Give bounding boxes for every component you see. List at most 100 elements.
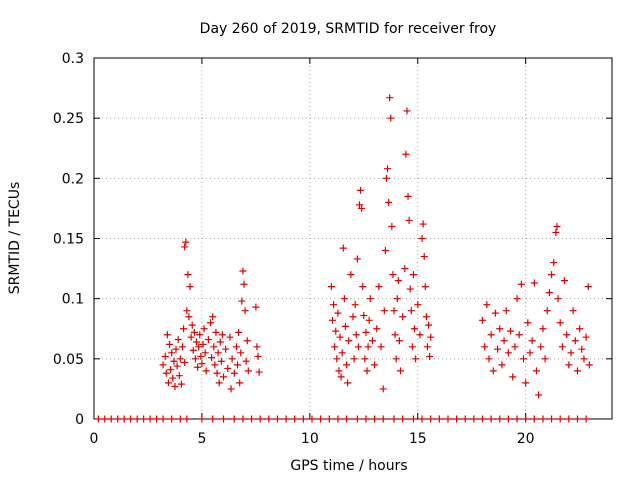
data-point: [176, 415, 184, 423]
data-point: [403, 107, 411, 115]
y-tick-label: 0.1: [62, 292, 84, 308]
data-point: [418, 235, 426, 242]
data-point: [185, 313, 193, 321]
data-point: [340, 295, 348, 303]
data-point: [334, 309, 342, 317]
data-point: [507, 327, 515, 335]
data-point: [395, 337, 403, 345]
data-point: [385, 198, 393, 206]
data-point: [191, 355, 199, 363]
data-point: [483, 301, 491, 309]
data-point: [389, 271, 397, 279]
data-point: [273, 415, 281, 423]
x-tick-label: 20: [517, 431, 535, 447]
data-point: [362, 328, 370, 336]
data-point: [186, 283, 194, 291]
data-point: [582, 333, 590, 341]
data-point: [461, 415, 469, 423]
data-point: [522, 379, 530, 387]
data-point: [241, 307, 249, 315]
data-point: [573, 415, 581, 423]
data-point: [200, 325, 208, 333]
data-point: [198, 415, 206, 423]
data-point: [491, 309, 499, 317]
data-point: [193, 338, 201, 346]
data-point: [183, 307, 191, 315]
data-point: [195, 343, 203, 351]
data-point: [363, 367, 371, 375]
data-point: [571, 337, 579, 345]
data-point: [201, 349, 209, 357]
data-point: [420, 253, 428, 261]
data-point: [537, 343, 545, 351]
data-point: [180, 325, 188, 333]
data-point: [539, 415, 547, 423]
data-point: [308, 415, 316, 423]
data-point: [373, 325, 381, 333]
data-point: [197, 352, 205, 360]
data-point: [333, 355, 341, 363]
data-point: [379, 415, 387, 423]
data-point: [216, 338, 224, 346]
data-point: [317, 415, 325, 423]
data-point: [175, 372, 183, 380]
data-point: [299, 415, 307, 423]
data-point: [343, 415, 351, 423]
data-point: [209, 313, 217, 321]
data-point: [496, 415, 504, 423]
data-point: [217, 357, 225, 365]
data-point: [382, 174, 390, 182]
data-point: [365, 316, 373, 324]
data-point: [164, 379, 172, 387]
chart-title: Day 260 of 2019, SRMTID for receiver fro…: [200, 21, 497, 37]
data-point: [166, 340, 174, 348]
data-point: [578, 345, 586, 353]
data-point: [393, 295, 401, 303]
y-tick-label: 0.3: [62, 51, 84, 67]
data-point: [520, 355, 528, 363]
data-point: [504, 415, 512, 423]
data-point: [556, 415, 564, 423]
data-point: [532, 367, 540, 375]
data-point: [535, 391, 543, 399]
data-point: [435, 415, 443, 423]
data-point: [576, 325, 584, 333]
data-point: [390, 415, 398, 423]
y-tick-label: 0.2: [62, 171, 84, 187]
data-point: [232, 343, 240, 351]
data-point: [487, 415, 495, 423]
data-point: [553, 222, 561, 230]
data-point: [330, 301, 338, 309]
data-point: [391, 331, 399, 339]
data-point: [209, 415, 217, 423]
data-point: [253, 343, 261, 351]
data-point: [545, 289, 553, 297]
data-point: [556, 319, 564, 327]
data-point: [210, 343, 218, 351]
data-point: [394, 277, 402, 285]
data-point: [327, 283, 335, 291]
data-point: [496, 325, 504, 333]
data-point: [487, 331, 495, 339]
data-point: [354, 343, 362, 351]
data-point: [554, 295, 562, 303]
data-point: [208, 354, 216, 362]
data-point: [387, 114, 395, 122]
data-point: [408, 343, 416, 351]
data-point: [392, 355, 400, 363]
data-point: [453, 415, 461, 423]
data-point: [255, 368, 263, 376]
data-point: [517, 280, 525, 288]
data-point: [500, 337, 508, 345]
data-point: [182, 238, 190, 246]
data-point: [384, 165, 392, 173]
data-point: [530, 415, 538, 423]
data-point: [444, 415, 452, 423]
data-point: [168, 349, 176, 357]
data-point: [227, 385, 235, 393]
data-point: [543, 307, 551, 315]
data-point: [230, 415, 238, 423]
data-point: [548, 415, 556, 423]
data-point: [355, 201, 363, 209]
data-point: [204, 336, 212, 344]
